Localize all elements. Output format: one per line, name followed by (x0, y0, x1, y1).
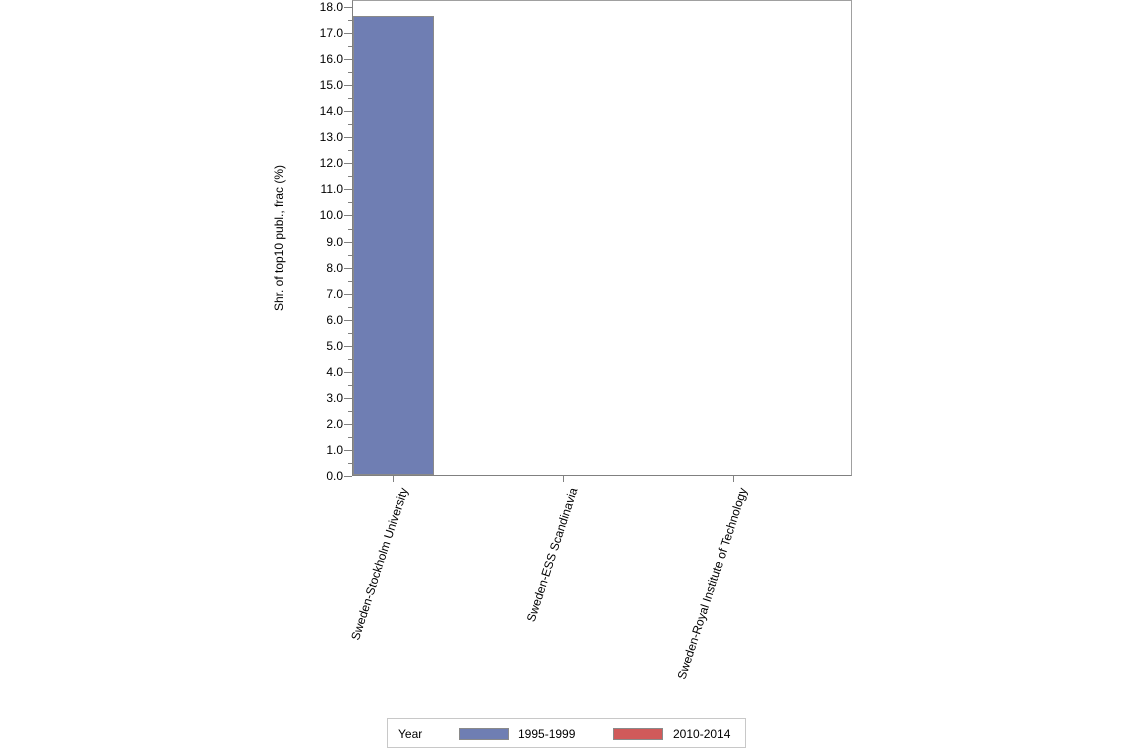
y-minor-tick (348, 255, 352, 256)
y-tick (344, 137, 352, 138)
y-tick (344, 7, 352, 8)
y-tick-label: 5.0 (326, 339, 343, 353)
x-tick-label: Sweden-ESS Scandinavia (523, 486, 581, 624)
y-tick (344, 268, 352, 269)
x-tick (563, 476, 564, 482)
y-tick (344, 346, 352, 347)
y-minor-tick (348, 359, 352, 360)
y-tick (344, 85, 352, 86)
y-minor-tick (348, 150, 352, 151)
y-tick-label: 4.0 (326, 365, 343, 379)
y-tick (344, 450, 352, 451)
y-minor-tick (348, 411, 352, 412)
y-tick-label: 2.0 (326, 417, 343, 431)
bar-0 (353, 16, 434, 475)
y-minor-tick (348, 463, 352, 464)
y-axis-label: Shr. of top10 publ., frac (%) (272, 164, 286, 312)
y-tick (344, 476, 352, 477)
y-minor-tick (348, 229, 352, 230)
y-tick-label: 11.0 (320, 182, 343, 196)
legend: Year 1995-1999 2010-2014 (387, 718, 746, 748)
y-tick (344, 59, 352, 60)
y-tick-label: 0.0 (326, 469, 343, 483)
y-tick-label: 6.0 (326, 313, 343, 327)
y-tick (344, 372, 352, 373)
y-tick (344, 189, 352, 190)
y-minor-tick (348, 72, 352, 73)
y-tick-label: 9.0 (326, 235, 343, 249)
y-minor-tick (348, 202, 352, 203)
legend-swatch-1995-1999 (459, 728, 509, 740)
y-tick-label: 16.0 (319, 52, 343, 66)
y-tick-label: 1.0 (326, 443, 343, 457)
y-tick (344, 320, 352, 321)
x-tick (393, 476, 394, 482)
legend-label-1995-1999: 1995-1999 (518, 727, 576, 741)
y-tick (344, 398, 352, 399)
y-minor-tick (348, 176, 352, 177)
y-tick-label: 13.0 (319, 130, 343, 144)
y-minor-tick (348, 307, 352, 308)
y-tick (344, 111, 352, 112)
y-tick (344, 242, 352, 243)
legend-title: Year (398, 727, 423, 741)
y-minor-tick (348, 437, 352, 438)
y-tick-label: 15.0 (319, 78, 343, 92)
legend-swatch-2010-2014 (613, 728, 663, 740)
y-minor-tick (348, 98, 352, 99)
legend-label-2010-2014: 2010-2014 (673, 727, 731, 741)
y-tick-label: 8.0 (326, 261, 343, 275)
x-tick-label: Sweden-Royal Institute of Technology (674, 486, 750, 682)
y-tick-label: 14.0 (319, 104, 343, 118)
x-tick-label: Sweden-Stockholm University (348, 486, 411, 642)
y-minor-tick (348, 385, 352, 386)
y-tick-label: 17.0 (319, 26, 343, 40)
y-tick-label: 18.0 (319, 0, 343, 14)
y-minor-tick (348, 20, 352, 21)
y-minor-tick (348, 46, 352, 47)
y-tick (344, 424, 352, 425)
x-tick (733, 476, 734, 482)
y-tick-label: 3.0 (326, 391, 343, 405)
y-tick (344, 215, 352, 216)
y-minor-tick (348, 124, 352, 125)
y-tick-label: 12.0 (319, 156, 343, 170)
y-tick (344, 294, 352, 295)
plot-area (352, 0, 852, 476)
y-tick-label: 10.0 (319, 208, 343, 222)
y-minor-tick (348, 281, 352, 282)
y-tick-label: 7.0 (326, 287, 343, 301)
y-minor-tick (348, 333, 352, 334)
y-tick (344, 33, 352, 34)
y-tick (344, 163, 352, 164)
